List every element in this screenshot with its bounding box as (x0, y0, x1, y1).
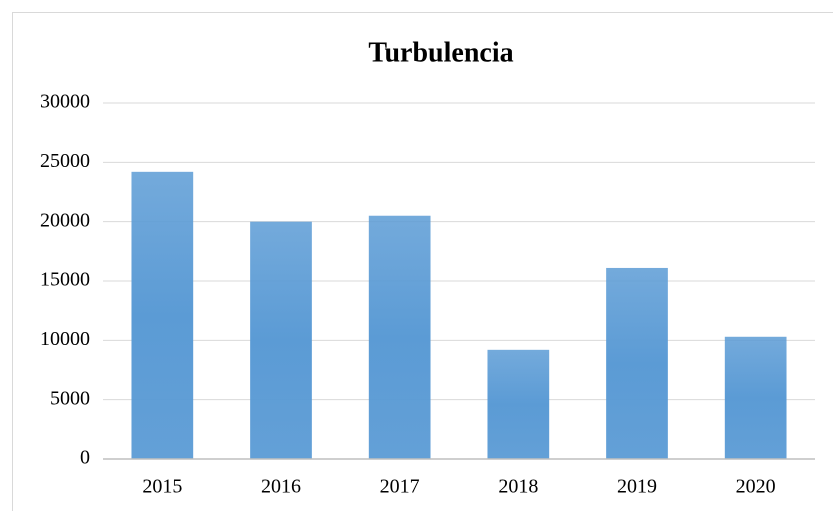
y-tick-label: 25000 (40, 150, 90, 172)
y-tick-label: 0 (80, 447, 90, 469)
x-tick-label: 2017 (380, 476, 420, 498)
bar (606, 267, 668, 459)
y-tick-label: 10000 (40, 328, 90, 350)
x-tick-label: 2018 (498, 476, 538, 498)
x-tick-label: 2020 (736, 476, 776, 498)
y-tick-label: 5000 (50, 387, 90, 409)
y-tick-label: 15000 (40, 269, 90, 291)
y-tick-label: 20000 (40, 209, 90, 231)
x-tick-label: 2019 (617, 476, 657, 498)
x-tick-label: 2016 (261, 476, 301, 498)
bar (368, 215, 431, 459)
bar (487, 349, 550, 459)
bar (250, 221, 312, 459)
chart-title: Turbulencia (368, 37, 513, 68)
x-tick-label: 2015 (142, 476, 182, 498)
bar (131, 171, 194, 459)
bar (724, 336, 787, 459)
y-tick-label: 30000 (40, 91, 90, 113)
